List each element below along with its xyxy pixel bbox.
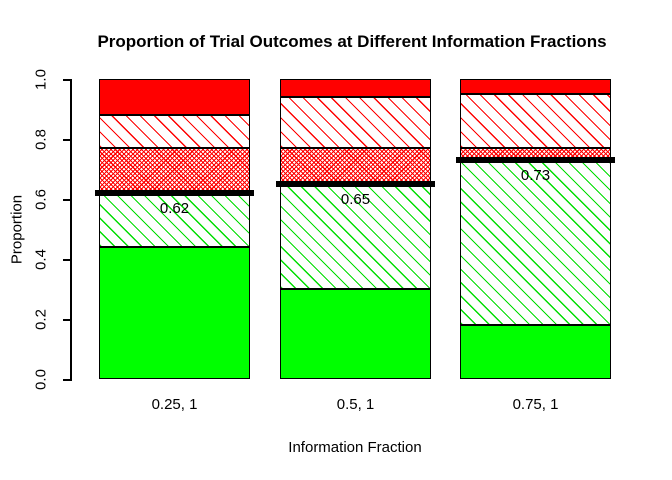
x-axis-label: Information Fraction — [288, 439, 422, 456]
y-tick-label: 0.2 — [32, 309, 50, 330]
x-tick-label: 0.5, 1 — [336, 396, 375, 413]
bar-segment-red_dense_hatch — [280, 148, 431, 184]
marker-value-label: 0.65 — [340, 191, 371, 208]
y-axis-label: Proportion — [8, 194, 26, 265]
y-tick-mark — [63, 259, 70, 261]
y-tick-mark — [63, 139, 70, 141]
marker-line — [95, 190, 254, 196]
marker-line — [276, 181, 435, 187]
bar-segment-solid_green — [99, 247, 250, 379]
y-tick-label: 0.0 — [32, 369, 50, 390]
bar-segment-red_hatch — [460, 94, 611, 148]
y-tick-label: 0.4 — [32, 249, 50, 270]
bar-segment-solid_red — [460, 79, 611, 94]
bar-segment-green_hatch — [99, 193, 250, 247]
y-tick-mark — [63, 199, 70, 201]
bar-segment-red_dense_hatch — [99, 148, 250, 193]
y-tick-mark — [63, 379, 70, 381]
bar-segment-red_hatch — [99, 115, 250, 148]
bar-segment-green_hatch — [460, 160, 611, 325]
chart-title: Proportion of Trial Outcomes at Differen… — [97, 32, 607, 51]
marker-value-label: 0.62 — [159, 200, 190, 217]
y-tick-mark — [63, 79, 70, 81]
bar-segment-green_hatch — [280, 184, 431, 289]
bar-segment-red_hatch — [280, 97, 431, 148]
bar-segment-solid_green — [460, 325, 611, 379]
bar-segment-solid_green — [280, 289, 431, 379]
y-tick-label: 1.0 — [32, 69, 50, 90]
y-tick-label: 0.6 — [32, 189, 50, 210]
bar-segment-solid_red — [280, 79, 431, 97]
x-tick-label: 0.25, 1 — [151, 396, 198, 413]
y-tick-label: 0.8 — [32, 129, 50, 150]
marker-line — [456, 157, 615, 163]
x-tick-label: 0.75, 1 — [512, 396, 559, 413]
marker-value-label: 0.73 — [520, 167, 551, 184]
y-axis-line — [70, 79, 72, 381]
y-tick-mark — [63, 319, 70, 321]
bar-segment-solid_red — [99, 79, 250, 115]
